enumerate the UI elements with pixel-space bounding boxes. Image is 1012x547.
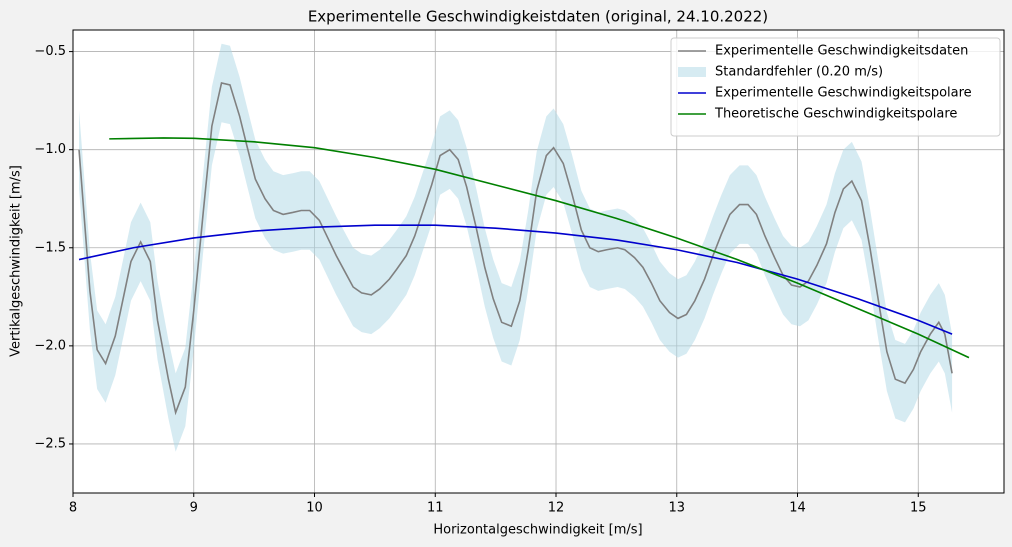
- series-line: [109, 137, 970, 359]
- x-tick-label: 10: [306, 501, 323, 516]
- x-tick-label: 14: [789, 501, 806, 516]
- y-axis-label: Vertikalgeschwindigkeit [m/s]: [9, 165, 24, 357]
- legend-box: [670, 37, 1001, 137]
- legend-label: Experimentelle Geschwindigkeitspolare: [715, 86, 972, 101]
- x-axis-label: Horizontalgeschwindigkeit [m/s]: [433, 523, 642, 538]
- error-band: [79, 43, 953, 452]
- chart-title: Experimentelle Geschwindigkeistdaten (or…: [308, 8, 768, 26]
- y-tick-label: −0.5: [34, 44, 66, 59]
- x-tick-label: 12: [548, 501, 565, 516]
- series-line: [78, 82, 953, 416]
- x-tick-label: 15: [910, 501, 927, 516]
- y-tick-label: −1.0: [34, 142, 66, 157]
- x-tick-label: 11: [427, 501, 444, 516]
- x-tick-label: 8: [69, 501, 77, 516]
- legend: Experimentelle Geschwindigkeitsdaten Stan…: [670, 37, 1001, 137]
- legend-label: Experimentelle Geschwindigkeitsdaten: [715, 44, 968, 59]
- x-tick-label: 13: [668, 501, 685, 516]
- series-line: [78, 224, 953, 335]
- legend-swatch: [678, 67, 706, 77]
- x-tick-label: 9: [190, 501, 198, 516]
- legend-label: Standardfehler (0.20 m/s): [715, 65, 883, 80]
- y-tick-label: −2.0: [34, 338, 66, 353]
- y-tick-label: −2.5: [34, 436, 66, 451]
- y-tick-label: −1.5: [34, 240, 66, 255]
- axes-frame: [72, 29, 1005, 494]
- legend-label: Theoretische Geschwindigkeitspolare: [714, 107, 957, 122]
